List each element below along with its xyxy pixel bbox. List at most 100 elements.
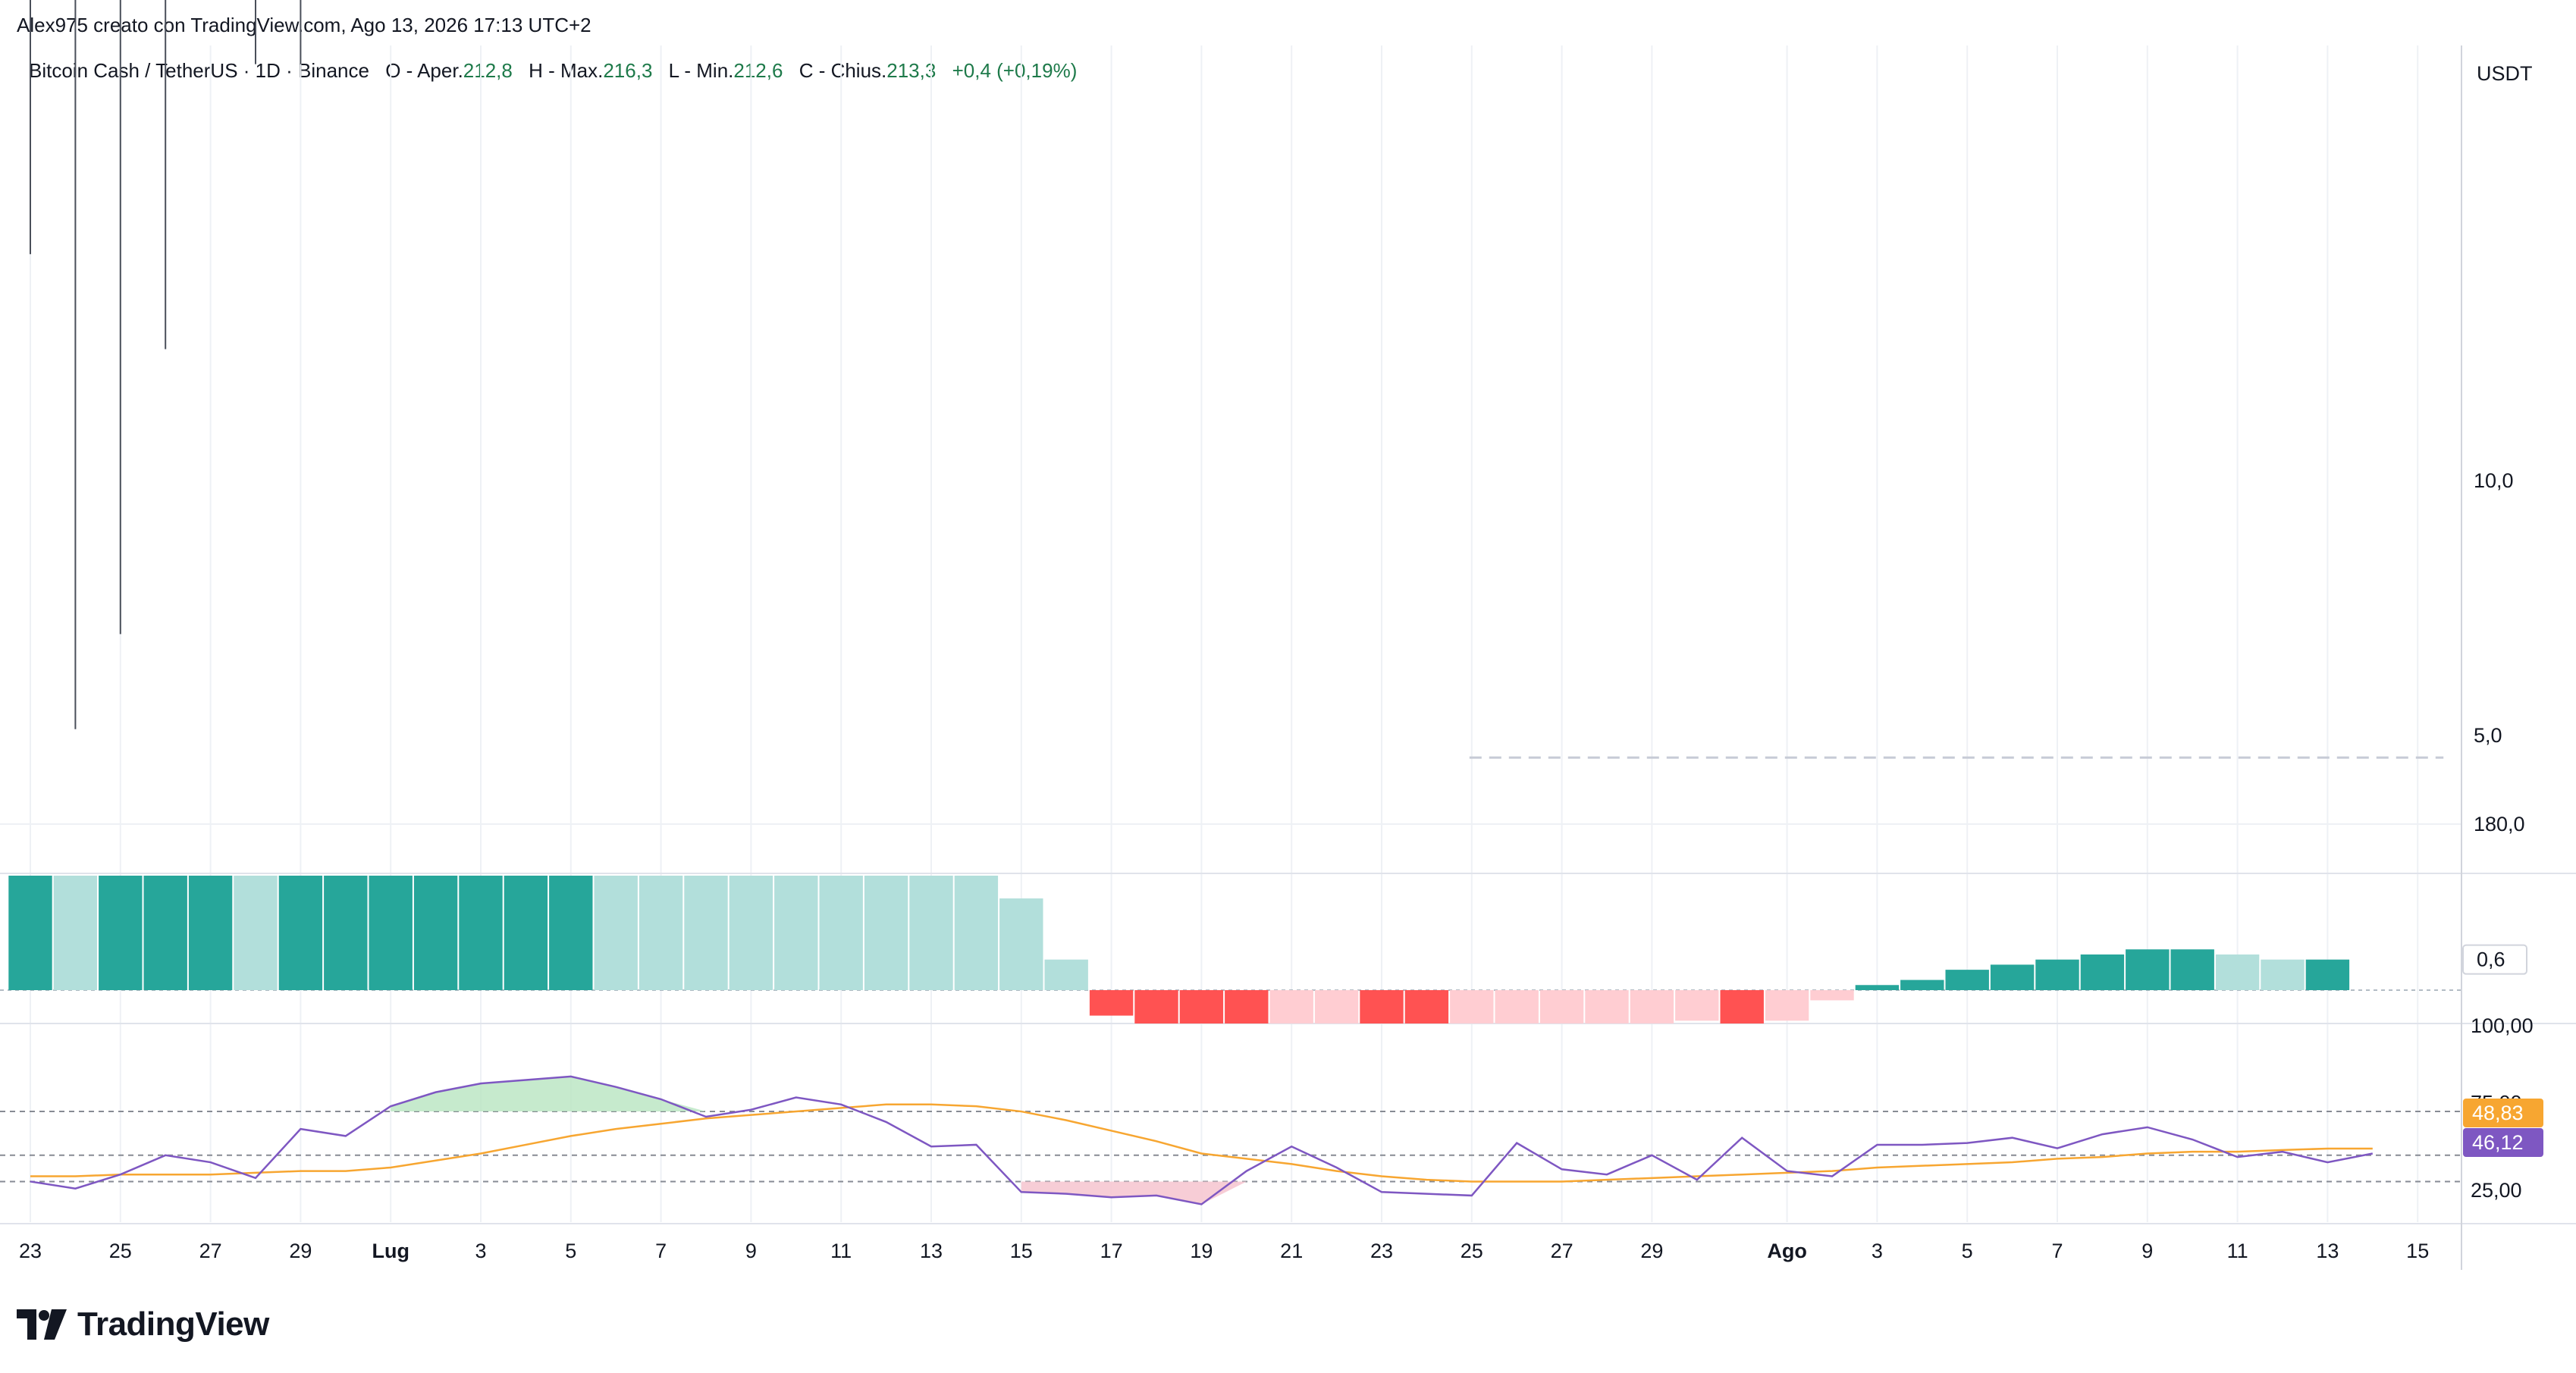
histogram-bar <box>1585 990 1629 1023</box>
histogram-bar <box>1089 990 1134 1016</box>
histogram-bar <box>278 876 323 990</box>
histogram-bar <box>1134 990 1178 1023</box>
histogram-value-text: 0,6 <box>2477 948 2505 971</box>
histogram-bar <box>549 876 593 990</box>
open-value: 212,8 <box>463 59 513 82</box>
time-tick-label: 13 <box>2316 1240 2339 1262</box>
time-tick-label: 13 <box>920 1240 943 1262</box>
tradingview-logo[interactable]: TradingView <box>17 1306 269 1343</box>
rsi-value-text: 48,83 <box>2472 1102 2524 1124</box>
histogram-bar <box>143 876 187 990</box>
rsi-tick-label: 100,00 <box>2471 1014 2534 1037</box>
histogram-bar <box>1855 985 1900 990</box>
time-tick-label: 11 <box>2227 1240 2248 1262</box>
histogram-bar <box>459 876 503 990</box>
time-tick-label: 5 <box>565 1240 576 1262</box>
histogram-bar <box>2080 954 2125 990</box>
histogram-bar <box>1044 959 1088 990</box>
time-tick-label: 23 <box>1370 1240 1393 1262</box>
histogram-bar <box>1179 990 1224 1023</box>
tradingview-logo-text: TradingView <box>77 1306 269 1343</box>
histogram-bar <box>594 876 638 990</box>
time-tick-label: 11 <box>830 1240 852 1262</box>
histogram-bar <box>1360 990 1404 1023</box>
histogram-bar <box>1404 990 1449 1023</box>
time-tick-label: 9 <box>745 1240 757 1262</box>
histogram-bar <box>1269 990 1313 1023</box>
histogram-bar <box>819 876 863 990</box>
histogram-bar <box>369 876 413 990</box>
close-value: 213,3 <box>886 59 937 82</box>
time-tick-label: 3 <box>475 1240 486 1262</box>
histogram-bar <box>1630 990 1674 1023</box>
time-tick-label: Ago <box>1767 1240 1806 1262</box>
histogram-bar <box>1810 990 1854 1001</box>
time-tick-label: 25 <box>1461 1240 1483 1262</box>
histogram-bar <box>1495 990 1539 1023</box>
symbol-ohlc-bar: Bitcoin Cash / TetherUS · 1D · Binance O… <box>29 59 1077 83</box>
time-tick-label: Lug <box>372 1240 409 1262</box>
histogram-bar <box>1539 990 1584 1023</box>
histogram-tick-label: 5,0 <box>2474 724 2502 747</box>
chart-attribution: Alex975 creato con TradingView.com, Ago … <box>17 14 591 36</box>
histogram-bar <box>2305 959 2350 990</box>
histogram-bar <box>1675 990 1719 1021</box>
rsi-value-box <box>2463 1128 2543 1157</box>
time-tick-label: 7 <box>655 1240 667 1262</box>
histogram-bar <box>774 876 818 990</box>
time-tick-label: 17 <box>1100 1240 1123 1262</box>
low-value: 212,6 <box>733 59 783 82</box>
histogram-bar <box>2126 949 2170 990</box>
histogram-bar <box>2035 959 2079 990</box>
currency-label: USDT <box>2477 62 2533 85</box>
histogram-bar <box>2215 954 2260 990</box>
rsi-tick-label: 25,00 <box>2471 1179 2522 1202</box>
histogram-bar <box>324 876 368 990</box>
time-tick-label: 27 <box>199 1240 222 1262</box>
time-tick-label: 15 <box>2406 1240 2429 1262</box>
histogram-bar <box>2261 959 2305 990</box>
time-tick-label: 23 <box>19 1240 42 1262</box>
histogram-bar <box>684 876 728 990</box>
time-tick-label: 15 <box>1010 1240 1033 1262</box>
histogram-bar <box>954 876 999 990</box>
histogram-bar <box>729 876 773 990</box>
histogram-bar <box>1225 990 1269 1023</box>
open-label: O - Aper. <box>385 59 463 82</box>
tradingview-logo-icon <box>17 1309 67 1340</box>
histogram-tick-label: 10,0 <box>2474 469 2514 492</box>
rsi-overbought-fill <box>391 1076 706 1112</box>
time-tick-label: 27 <box>1551 1240 1574 1262</box>
histogram-value-box <box>2462 944 2527 975</box>
histogram-bar <box>1314 990 1359 1023</box>
histogram-bar <box>1765 990 1809 1021</box>
time-tick-label: 25 <box>109 1240 132 1262</box>
histogram-bar <box>639 876 683 990</box>
histogram-bar <box>504 876 548 990</box>
histogram-bar <box>2170 949 2214 990</box>
histogram-bar <box>188 876 233 990</box>
histogram-bar <box>8 876 52 990</box>
histogram-bar <box>234 876 278 990</box>
symbol-name[interactable]: Bitcoin Cash / TetherUS · 1D · Binance <box>29 59 369 82</box>
histogram-bar <box>413 876 458 990</box>
rsi-value-box <box>2463 1099 2543 1127</box>
histogram-bar <box>1720 990 1764 1023</box>
time-tick-label: 21 <box>1280 1240 1303 1262</box>
histogram-bar <box>1900 980 1944 990</box>
time-tick-label: 29 <box>289 1240 312 1262</box>
histogram-bar <box>53 876 98 990</box>
close-label: C - Chius. <box>799 59 887 82</box>
time-tick-label: 19 <box>1190 1240 1213 1262</box>
rsi-ma-line <box>30 1103 2373 1183</box>
high-label: H - Max. <box>529 59 604 82</box>
time-tick-label: 29 <box>1640 1240 1663 1262</box>
time-tick-label: 7 <box>2051 1240 2063 1262</box>
rsi-value-text: 46,12 <box>2472 1131 2524 1154</box>
time-tick-label: 9 <box>2141 1240 2153 1262</box>
time-tick-label: 3 <box>1872 1240 1883 1262</box>
histogram-bar <box>999 898 1043 990</box>
histogram-bar <box>1450 990 1494 1023</box>
histogram-bar <box>909 876 953 990</box>
